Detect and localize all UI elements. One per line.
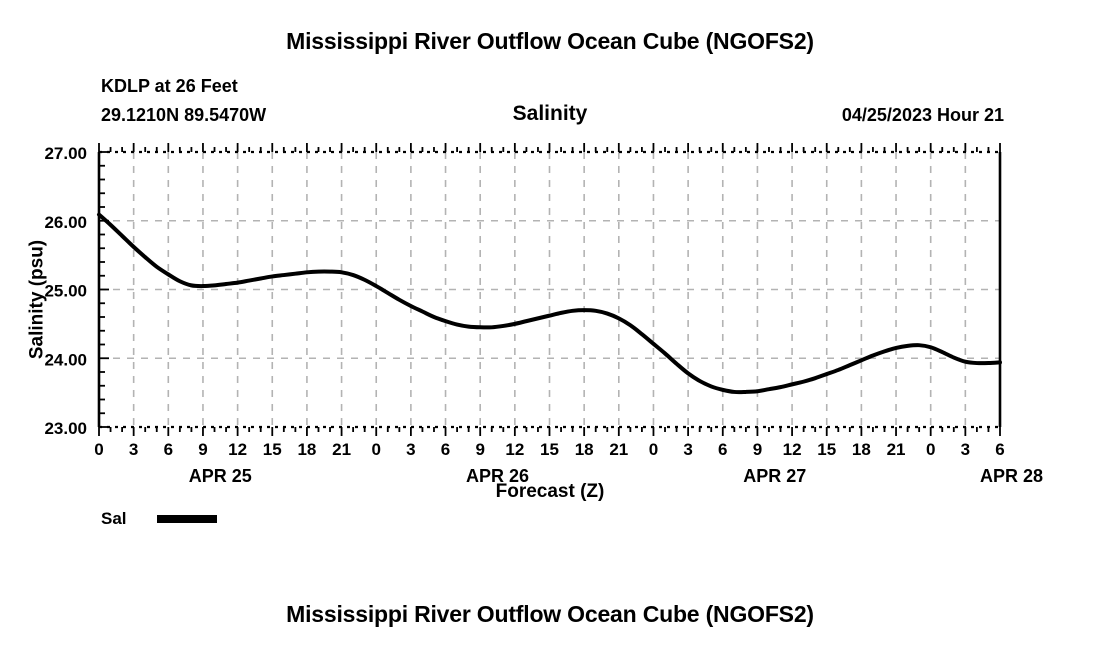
x-tick-label: 9	[753, 440, 762, 459]
x-tick-label: 12	[228, 440, 247, 459]
y-tick-label: 27.00	[44, 144, 87, 163]
x-tick-label: 0	[371, 440, 380, 459]
x-tick-label: 12	[505, 440, 524, 459]
x-tick-label: 18	[852, 440, 871, 459]
x-tick-label: 21	[609, 440, 628, 459]
legend-swatch-sal	[157, 515, 217, 523]
x-tick-label: 3	[129, 440, 138, 459]
x-axis-title: Forecast (Z)	[495, 481, 605, 502]
coordinates-label: 29.1210N 89.5470W	[101, 105, 267, 125]
x-axis-day-label: APR 26	[466, 466, 529, 486]
legend-label-sal: Sal	[101, 509, 127, 528]
x-tick-label: 9	[198, 440, 207, 459]
x-tick-label: 21	[887, 440, 906, 459]
y-tick-label: 26.00	[44, 213, 87, 232]
footer-title: Mississippi River Outflow Ocean Cube (NG…	[286, 601, 814, 627]
forecast-datetime-label: 04/25/2023 Hour 21	[841, 105, 1004, 125]
x-tick-label: 3	[961, 440, 970, 459]
x-tick-label: 0	[926, 440, 935, 459]
x-tick-label: 12	[783, 440, 802, 459]
x-tick-label: 15	[540, 440, 559, 459]
x-tick-label: 0	[649, 440, 658, 459]
x-tick-label: 15	[263, 440, 282, 459]
x-tick-label: 18	[575, 440, 594, 459]
station-label: KDLP at 26 Feet	[101, 76, 238, 96]
x-tick-label: 15	[817, 440, 836, 459]
x-tick-label: 9	[475, 440, 484, 459]
variable-title: Salinity	[512, 102, 588, 125]
y-tick-label: 24.00	[44, 350, 87, 369]
x-tick-label: 6	[718, 440, 727, 459]
page-title: Mississippi River Outflow Ocean Cube (NG…	[286, 28, 814, 54]
x-tick-label: 3	[406, 440, 415, 459]
x-tick-label: 3	[683, 440, 692, 459]
x-tick-label: 6	[164, 440, 173, 459]
y-tick-label: 25.00	[44, 282, 87, 301]
x-tick-label: 18	[297, 440, 316, 459]
x-axis-day-label: APR 28	[980, 466, 1043, 486]
x-tick-label: 0	[94, 440, 103, 459]
x-axis-day-label: APR 27	[743, 466, 806, 486]
x-tick-label: 21	[332, 440, 351, 459]
y-tick-label: 23.00	[44, 419, 87, 438]
x-axis-day-label: APR 25	[189, 466, 252, 486]
x-tick-label: 6	[995, 440, 1004, 459]
data-line-sal	[97, 212, 1002, 395]
x-tick-label: 6	[441, 440, 450, 459]
